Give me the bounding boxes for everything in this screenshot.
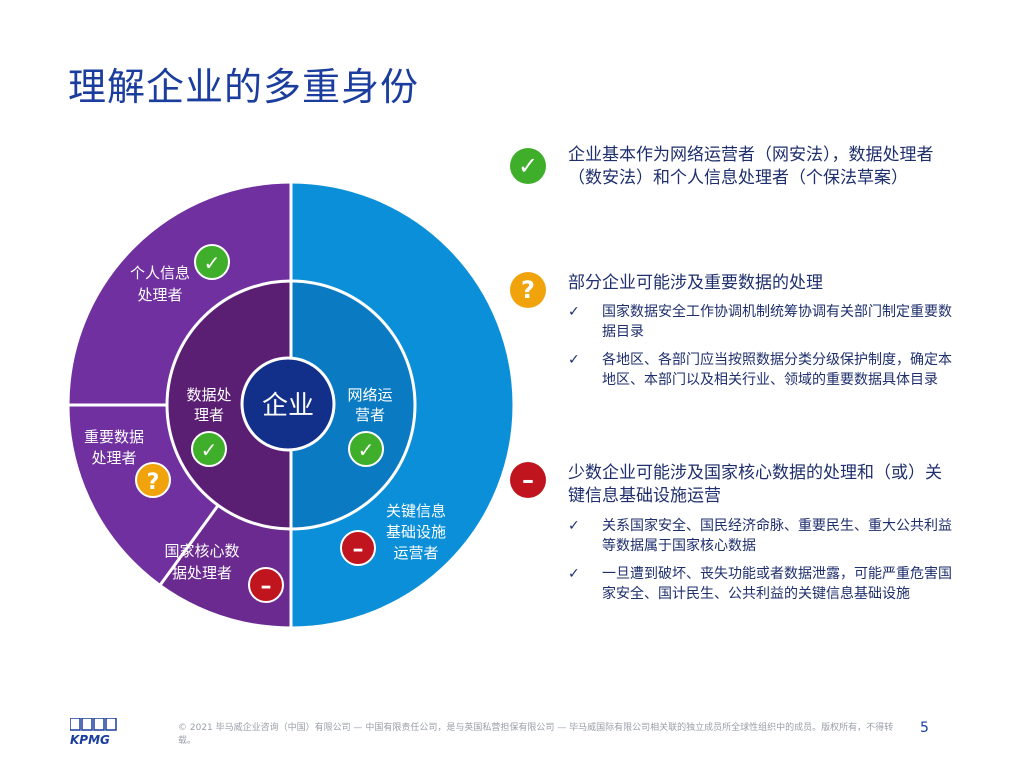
check-icon: ✓ [358,438,375,462]
page-title: 理解企业的多重身份 [68,65,420,109]
inner-left-label-2: 理者 [194,406,224,424]
outer-left-2-line-1: 重要数据 [84,428,144,446]
divider-left-lower [158,504,220,587]
outer-right-line-2: 基础设施 [386,523,446,541]
outer-left-2-question-badge [135,462,171,498]
outer-left-3-line-2: 据处理者 [172,564,232,582]
minus-icon: – [261,574,272,599]
panel-row-1-text: 企业基本作为网络运营者（网安法），数据处理者（数安法）和个人信息处理者（个保法草… [568,145,934,188]
outer-ring-border [66,180,516,630]
checkmark-icon: ✓ [568,518,580,534]
checkmark-icon: ✓ [568,566,580,582]
svg-text:KPMG: KPMG [70,733,110,746]
minus-icon: – [510,462,546,498]
outer-right-minus-badge [340,530,376,566]
list-item: ✓ 各地区、各部门应当按照数据分类分级保护制度，确定本地区、本部门以及相关行业、… [568,352,952,388]
segment-outer-left-mid [68,405,219,586]
panel-row-2-items: ✓ 国家数据安全工作协调机制统筹协调有关部门制定重要数据目录 ✓ 各地区、各部门… [568,302,958,398]
page-number: 5 [920,720,929,736]
inner-right-label-2: 营者 [355,406,385,424]
check-icon: ✓ [204,251,221,275]
outer-left-3-minus-badge [248,567,284,603]
segment-inner-right [291,281,415,529]
outer-left-2-line-2: 处理者 [91,449,136,467]
list-item: ✓ 关系国家安全、国民经济命脉、重要民生、重大公共利益等数据属于国家核心数据 [568,518,952,554]
outer-left-3-line-1: 国家核心数 [164,542,239,560]
check-icon: ✓ [510,148,546,184]
outer-left-1-line-2: 处理者 [137,286,182,304]
center-label: 企业 [262,391,314,421]
inner-left-label-1: 数据处 [186,386,231,404]
segment-outer-left-top [68,182,291,405]
question-icon: ? [147,470,160,495]
kpmg-logo: KPMG [70,718,117,746]
question-icon: ? [510,272,546,308]
center-circle [240,356,336,452]
footer-copyright: © 2021 毕马威企业咨询（中国）有限公司 — 中国有限责任公司，是与英国私营… [178,723,894,746]
checkmark-icon: ✓ [568,352,580,368]
outer-right-line-1: 关键信息 [386,502,446,520]
list-item: ✓ 一旦遭到破坏、丧失功能或者数据泄露，可能严重危害国家安全、国计民生、公共利益… [568,566,952,602]
outer-right-line-3: 运营者 [393,544,438,562]
panel-row-2-text: 部分企业可能涉及重要数据的处理 [568,273,823,293]
panel-row-3-text: 少数企业可能涉及国家核心数据的处理和（或）关键信息基础设施运营 [568,463,942,506]
segment-inner-left [167,281,291,529]
inner-right-label-1: 网络运 [347,386,392,404]
list-item: ✓ 国家数据安全工作协调机制统筹协调有关部门制定重要数据目录 [568,304,952,340]
check-icon: ✓ [201,438,218,462]
minus-icon: – [353,537,364,562]
outer-left-1-check-badge [194,244,230,280]
inner-left-check-badge [191,431,227,467]
panel-row-3-items: ✓ 关系国家安全、国民经济命脉、重要民生、重大公共利益等数据属于国家核心数据 ✓… [568,516,958,612]
checkmark-icon: ✓ [568,304,580,320]
outer-left-1-line-1: 个人信息 [130,264,190,282]
inner-right-check-badge [348,431,384,467]
inner-ring-border [165,279,417,531]
